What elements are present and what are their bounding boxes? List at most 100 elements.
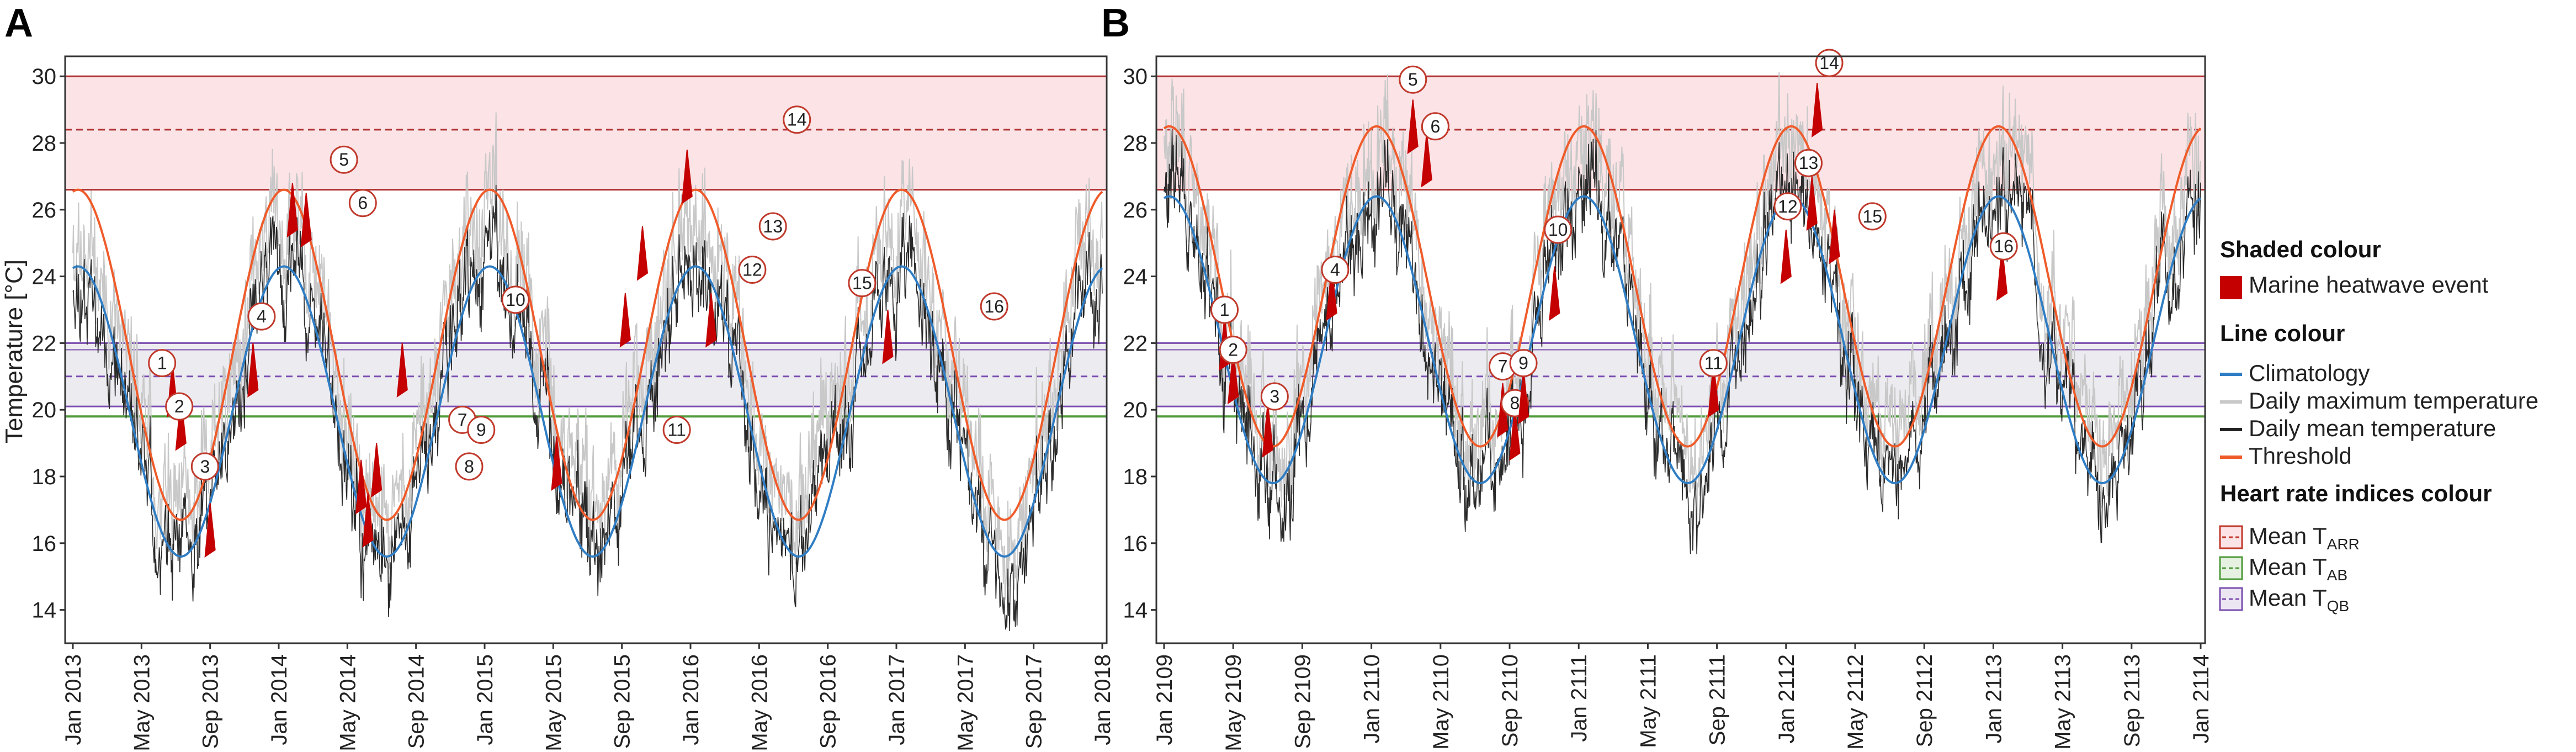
heatwave-event-10 xyxy=(396,343,408,398)
heatwave-event-5 xyxy=(286,183,298,238)
x-tick-label: May 2016 xyxy=(747,654,772,751)
event-marker-13 xyxy=(1794,149,1823,177)
event-label-13: 13 xyxy=(1799,153,1819,173)
panel-letter: B xyxy=(1101,1,1130,45)
heatwave-event-7 xyxy=(355,459,367,515)
event-label-2: 2 xyxy=(174,396,184,416)
event-label-4: 4 xyxy=(257,306,267,326)
y-tick-label: 30 xyxy=(32,65,57,89)
heatwave-event-13 xyxy=(1806,176,1818,231)
x-tick-label: May 2015 xyxy=(541,654,566,751)
event-marker-13 xyxy=(758,212,787,241)
legend-line-label: Daily mean temperature xyxy=(2249,415,2496,441)
threshold-series xyxy=(72,188,1103,521)
x-tick-label: Sep 2112 xyxy=(1913,654,1937,747)
heatwave-event-4 xyxy=(1326,266,1337,321)
heatwave-event-9 xyxy=(370,443,383,498)
climatology-series xyxy=(72,265,1103,558)
event-marker-16 xyxy=(1989,232,2018,261)
arr-band xyxy=(1155,75,2206,191)
heatwave-event-3 xyxy=(1262,403,1273,458)
plot-frame xyxy=(1155,55,2206,644)
x-tick-label: Jan 2016 xyxy=(679,654,703,745)
heatwave-event-8 xyxy=(362,493,374,548)
event-marker-10 xyxy=(501,285,530,314)
legend-line-label: Threshold xyxy=(2249,443,2352,469)
heatwave-event-12 xyxy=(1780,229,1792,284)
x-tick-label: Jan 2013 xyxy=(61,654,86,745)
event-label-12: 12 xyxy=(742,260,762,280)
heatwave-event-6 xyxy=(1421,133,1432,188)
event-marker-9 xyxy=(1509,349,1538,378)
event-label-16: 16 xyxy=(1994,236,2014,256)
y-tick-label: 26 xyxy=(32,198,57,223)
legend-index-label: Mean TQB xyxy=(2249,585,2349,615)
daily-mean-series xyxy=(72,184,1103,632)
x-tick-label: May 2013 xyxy=(130,654,154,751)
event-label-15: 15 xyxy=(852,273,872,293)
event-label-11: 11 xyxy=(1704,353,1723,373)
event-marker-14 xyxy=(783,105,811,134)
event-label-16: 16 xyxy=(984,296,1004,316)
heatwave-event-6 xyxy=(300,193,312,248)
y-tick-label: 24 xyxy=(32,265,57,289)
x-tick-label: Sep 2016 xyxy=(816,654,841,749)
y-tick-label: 26 xyxy=(1123,198,1148,223)
heatwave-event-8 xyxy=(1509,406,1521,461)
event-label-6: 6 xyxy=(1431,116,1441,136)
event-marker-3 xyxy=(190,452,219,481)
qb-band xyxy=(1155,342,2206,407)
y-tick-label: 22 xyxy=(1123,331,1148,356)
legend-line-label: Climatology xyxy=(2249,360,2370,386)
event-label-10: 10 xyxy=(506,290,525,310)
heatwave-event-12 xyxy=(619,293,631,348)
heatwave-event-15 xyxy=(705,293,717,348)
y-tick-label: 28 xyxy=(1123,131,1148,156)
x-tick-label: Sep 2015 xyxy=(610,654,635,749)
threshold-series xyxy=(1163,125,2202,448)
y-tick-label: 18 xyxy=(1123,465,1148,489)
heatwave-event-14 xyxy=(1811,83,1823,137)
event-marker-10 xyxy=(1544,215,1573,244)
x-tick-label: Sep 2014 xyxy=(405,654,429,749)
y-tick-label: 14 xyxy=(1123,599,1148,623)
x-tick-label: May 2113 xyxy=(2051,654,2075,750)
legend-index-subscript: QB xyxy=(2327,597,2349,615)
panel-letter: A xyxy=(4,1,33,45)
event-label-9: 9 xyxy=(1518,353,1528,373)
event-marker-5 xyxy=(1399,65,1427,94)
heatwave-event-16 xyxy=(882,309,894,364)
legend-heart-heading: Heart rate indices colour xyxy=(2220,480,2492,506)
y-tick-label: 18 xyxy=(32,465,57,489)
y-tick-label: 24 xyxy=(1123,265,1148,289)
panel-b: B123456789101112131415161416182022242628… xyxy=(1101,1,2213,751)
legend-shaded-heading: Shaded colour xyxy=(2220,236,2381,262)
x-tick-label: May 2112 xyxy=(1844,654,1868,750)
legend-index-label: Mean TARR xyxy=(2249,523,2360,553)
event-label-1: 1 xyxy=(1220,300,1230,320)
event-label-15: 15 xyxy=(1863,206,1883,226)
heatwave-event-13 xyxy=(636,226,649,281)
x-tick-label: May 2014 xyxy=(336,654,360,751)
x-tick-label: Jan 2113 xyxy=(1982,654,2006,744)
y-axis-title: Temperature [°C] xyxy=(1,260,28,443)
x-tick-label: Sep 2109 xyxy=(1290,654,1315,749)
legend-line-label: Daily maximum temperature xyxy=(2249,388,2538,414)
y-tick-label: 20 xyxy=(1123,398,1148,422)
x-tick-label: May 2109 xyxy=(1221,654,1246,751)
event-marker-12 xyxy=(1773,192,1802,221)
event-marker-12 xyxy=(738,256,767,284)
climatology-series xyxy=(1164,195,2202,485)
event-label-7: 7 xyxy=(1498,357,1508,377)
x-tick-label: Sep 2111 xyxy=(1706,654,1730,745)
x-tick-label: Jan 2015 xyxy=(473,654,497,745)
event-label-12: 12 xyxy=(1778,197,1798,216)
x-tick-label: Jan 2017 xyxy=(885,654,909,745)
heatwave-event-11 xyxy=(1708,363,1719,418)
event-label-10: 10 xyxy=(1548,220,1568,240)
event-marker-16 xyxy=(980,292,1008,321)
event-marker-15 xyxy=(848,269,877,298)
heatwave-event-4 xyxy=(247,343,259,398)
legend-heatwave-label: Marine heatwave event xyxy=(2249,272,2489,298)
